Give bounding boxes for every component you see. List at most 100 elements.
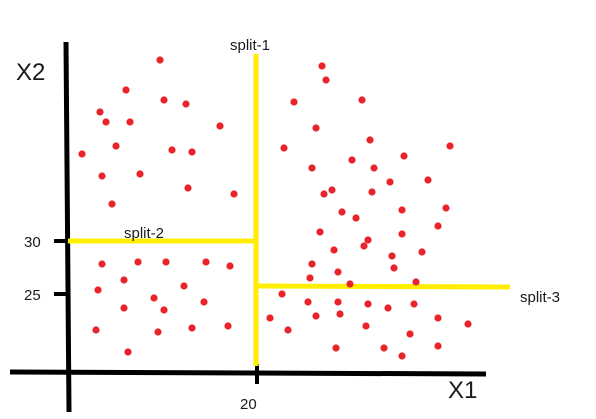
data-point xyxy=(308,260,316,268)
data-point xyxy=(120,304,128,312)
data-point xyxy=(290,98,298,106)
data-point xyxy=(134,258,142,266)
data-point xyxy=(154,328,162,336)
data-point xyxy=(124,348,132,356)
data-point xyxy=(364,300,372,308)
data-point xyxy=(160,306,168,314)
x-axis xyxy=(9,369,487,377)
data-point xyxy=(346,280,354,288)
data-point xyxy=(78,150,86,158)
data-points xyxy=(78,56,472,360)
data-point xyxy=(424,176,432,184)
data-point xyxy=(266,314,274,322)
data-point xyxy=(150,294,158,302)
data-point xyxy=(368,188,376,196)
x-tick-label-20: 20 xyxy=(240,396,257,413)
data-point xyxy=(412,278,420,286)
data-point xyxy=(332,344,340,352)
data-point xyxy=(446,142,454,150)
split-1-label: split-1 xyxy=(230,37,270,54)
data-point xyxy=(464,320,472,328)
data-point xyxy=(98,172,106,180)
data-point xyxy=(230,190,238,198)
data-point xyxy=(92,326,100,334)
data-point xyxy=(442,204,450,212)
data-point xyxy=(98,260,106,268)
data-point xyxy=(434,342,442,350)
data-point xyxy=(126,118,134,126)
data-point xyxy=(360,242,368,250)
data-point xyxy=(280,144,288,152)
data-point xyxy=(328,186,336,194)
data-point xyxy=(216,122,224,130)
data-point xyxy=(318,62,326,70)
data-point xyxy=(398,230,406,238)
data-point xyxy=(316,228,324,236)
y-axis xyxy=(63,41,72,413)
data-point xyxy=(224,322,232,330)
data-point xyxy=(120,276,128,284)
data-point xyxy=(188,148,196,156)
data-point xyxy=(184,184,192,192)
data-point xyxy=(278,290,286,298)
y-tick-label-30: 30 xyxy=(24,234,41,251)
data-point xyxy=(312,124,320,132)
split-3-line xyxy=(255,283,511,290)
data-point xyxy=(334,298,342,306)
data-point xyxy=(380,344,388,352)
data-point xyxy=(284,326,292,334)
data-point xyxy=(388,252,396,260)
data-point xyxy=(304,298,312,306)
data-point xyxy=(322,76,330,84)
data-point xyxy=(160,96,168,104)
data-point xyxy=(330,246,338,254)
data-point xyxy=(406,330,414,338)
data-point xyxy=(320,190,328,198)
data-point xyxy=(168,146,176,154)
data-point xyxy=(434,314,442,322)
data-point xyxy=(200,298,208,306)
data-point xyxy=(364,236,372,244)
data-point xyxy=(398,352,406,360)
data-point xyxy=(306,274,314,282)
data-point xyxy=(384,304,392,312)
data-point xyxy=(410,300,418,308)
data-point xyxy=(122,86,130,94)
data-point xyxy=(188,324,196,332)
data-point xyxy=(398,206,406,214)
y-tick-label-25: 25 xyxy=(24,287,41,304)
data-point xyxy=(400,152,408,160)
data-point xyxy=(136,170,144,178)
data-point xyxy=(102,118,110,126)
data-point xyxy=(226,262,234,270)
data-point xyxy=(362,322,370,330)
y-axis-title: X2 xyxy=(16,59,45,86)
data-point xyxy=(202,258,210,266)
x-axis-title: X1 xyxy=(448,377,477,404)
data-point xyxy=(338,208,346,216)
data-point xyxy=(96,108,104,116)
split-3-label: split-3 xyxy=(520,289,560,306)
data-point xyxy=(94,286,102,294)
data-point xyxy=(370,164,378,172)
data-point xyxy=(162,258,170,266)
data-point xyxy=(352,214,360,222)
data-point xyxy=(312,312,320,320)
data-point xyxy=(112,142,120,150)
data-point xyxy=(108,200,116,208)
data-point xyxy=(308,164,316,172)
data-point xyxy=(336,310,344,318)
split-2-label: split-2 xyxy=(124,225,164,242)
data-point xyxy=(366,136,374,144)
data-point xyxy=(334,268,342,276)
data-point xyxy=(418,248,426,256)
data-point xyxy=(156,56,164,64)
data-point xyxy=(358,96,366,104)
data-point xyxy=(348,156,356,164)
data-point xyxy=(180,282,188,290)
data-point xyxy=(434,222,442,230)
data-point xyxy=(386,178,394,186)
data-point xyxy=(390,264,398,272)
data-point xyxy=(182,100,190,108)
